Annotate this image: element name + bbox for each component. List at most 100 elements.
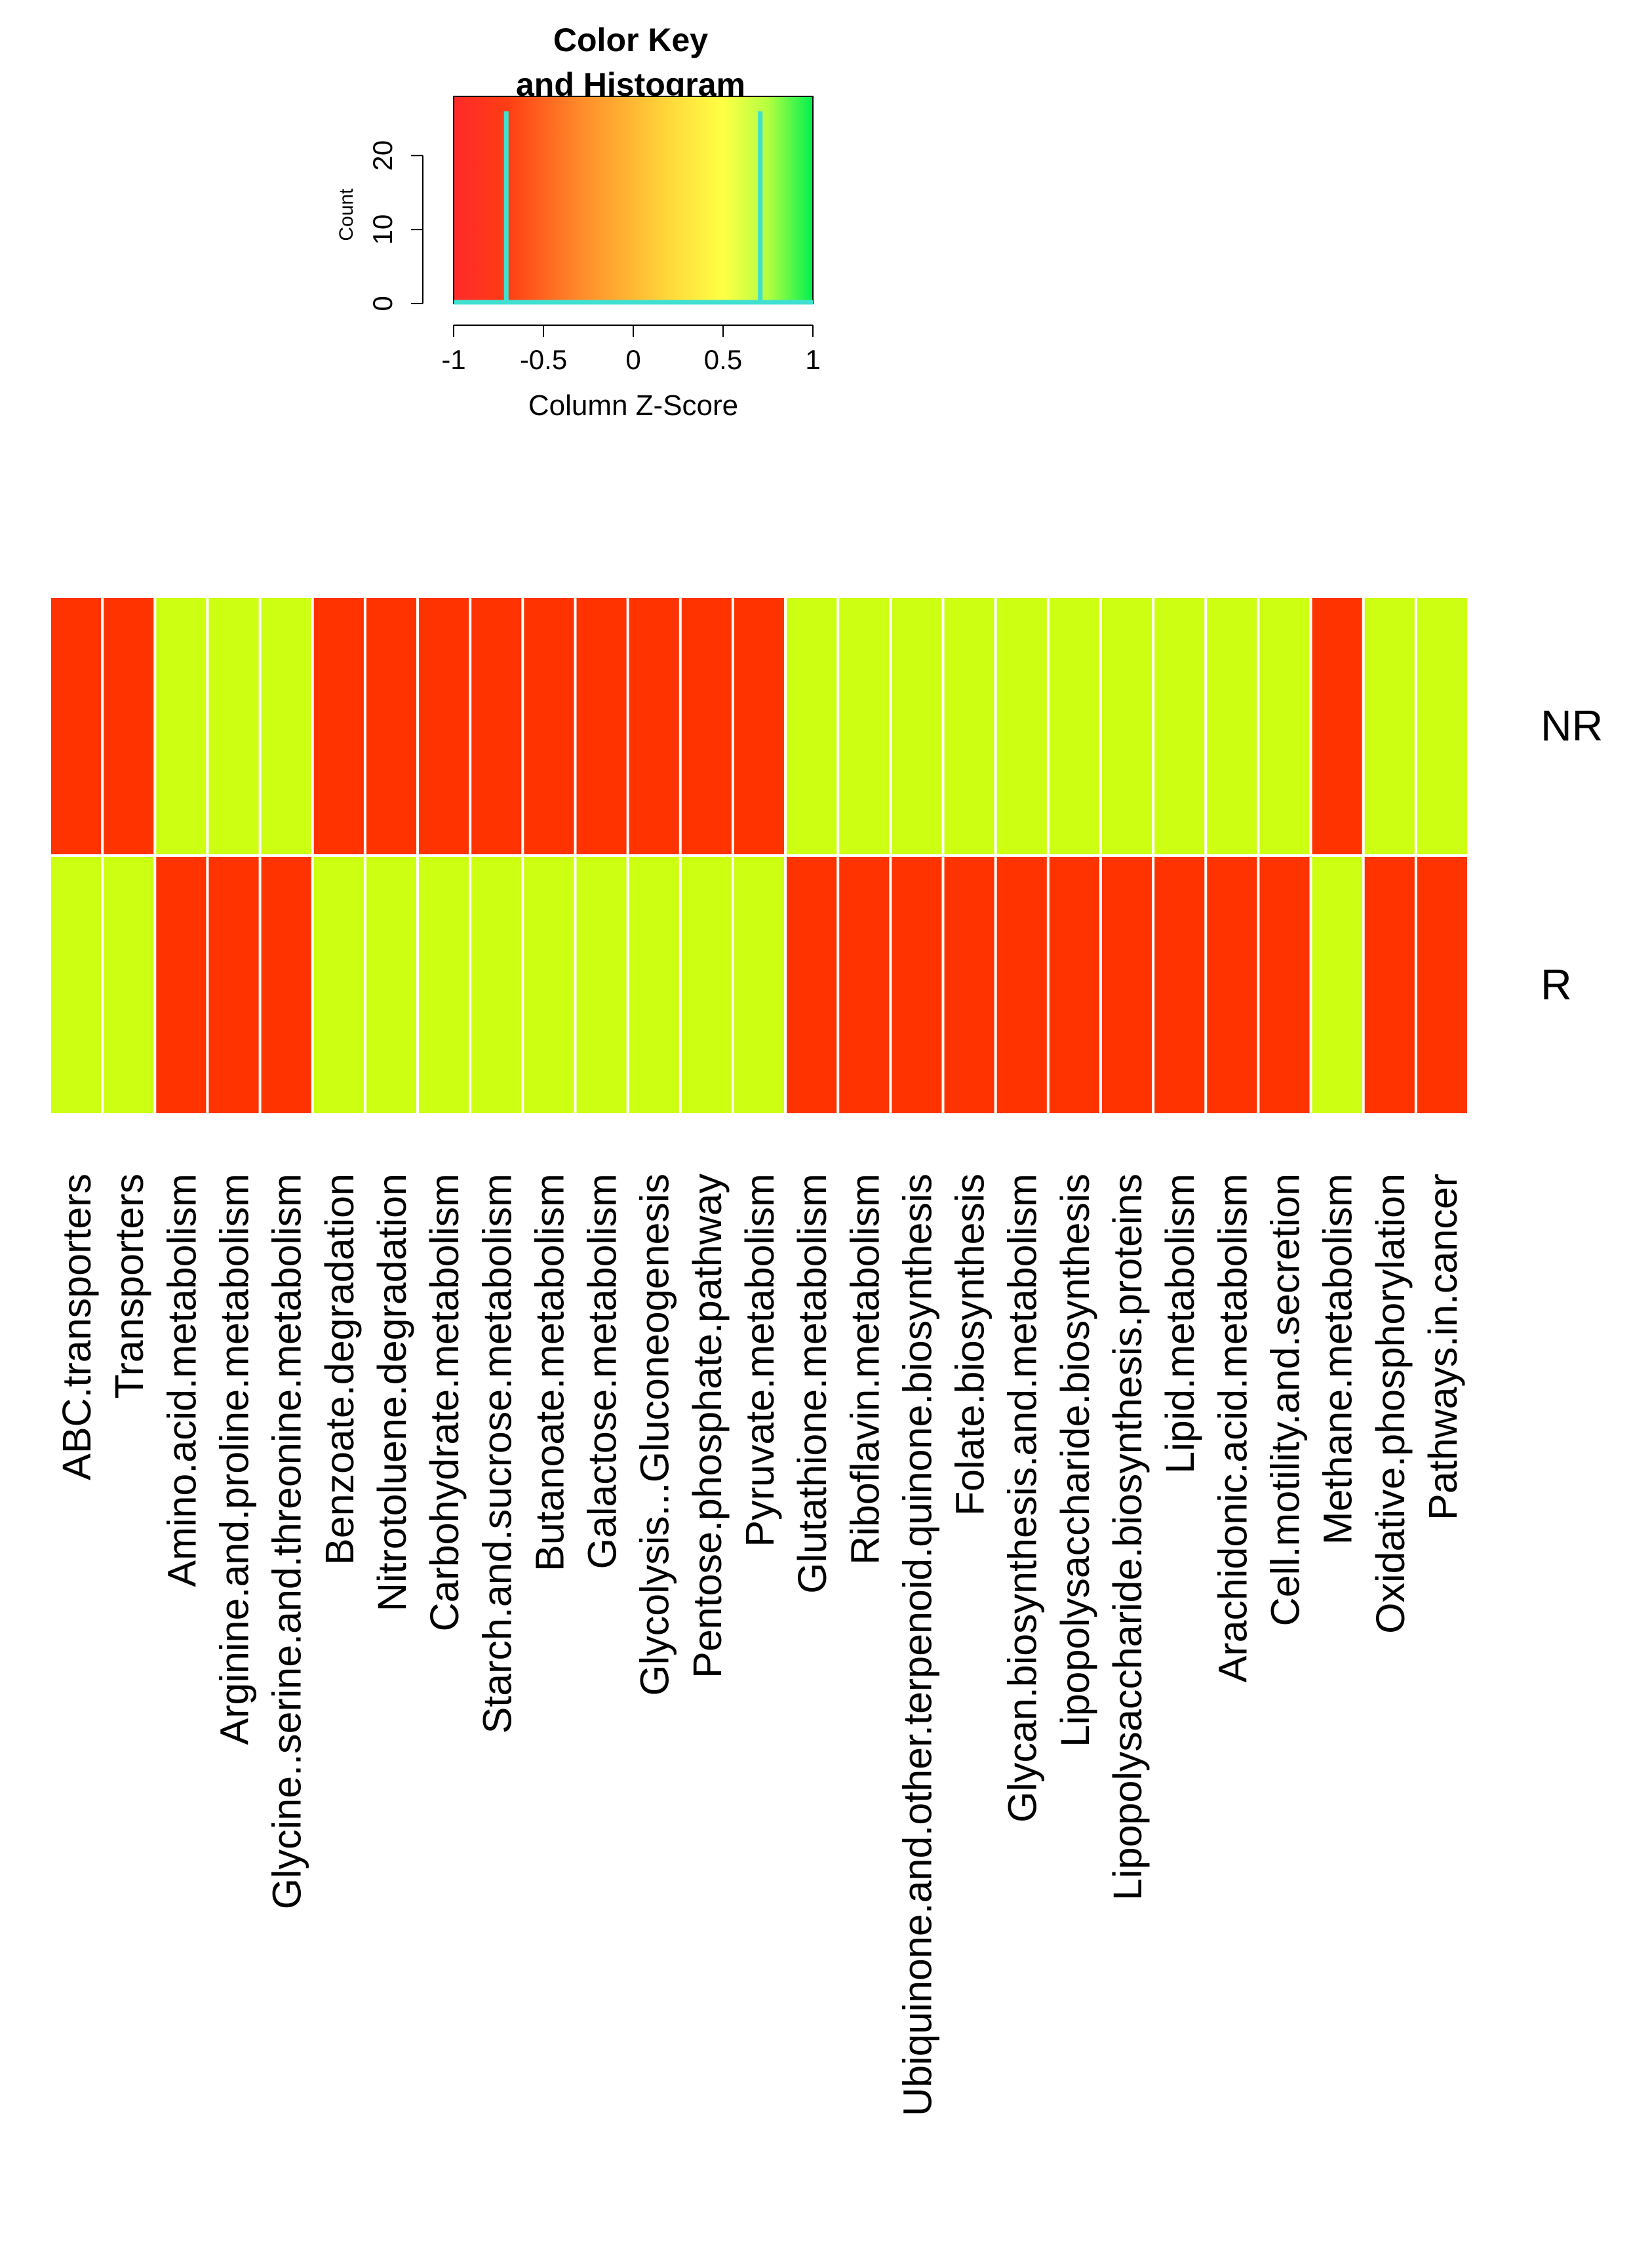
column-label: Transporters xyxy=(107,1174,151,1399)
color-key-y-axis: 0 10 20 xyxy=(367,140,423,311)
heatmap-cell xyxy=(1049,598,1099,854)
heatmap-cell xyxy=(1417,857,1467,1113)
heatmap-cell xyxy=(629,857,679,1113)
y-tick-label: 20 xyxy=(367,140,398,171)
row-label: NR xyxy=(1541,702,1603,750)
heatmap-cell xyxy=(629,598,679,854)
heatmap-cell xyxy=(787,857,837,1113)
heatmap-cell xyxy=(576,857,627,1113)
heatmap: NR R ABC.transporters Transporters Amino.ac… xyxy=(50,597,1603,2116)
x-tick-label: -0.5 xyxy=(520,344,567,375)
heatmap-cell xyxy=(156,857,206,1113)
heatmap-cell xyxy=(1259,598,1310,854)
column-label: Nitrotoluene.degradation xyxy=(370,1174,414,1611)
heatmap-cell xyxy=(104,857,154,1113)
heatmap-cell xyxy=(996,857,1047,1113)
y-tick-label: 10 xyxy=(367,214,398,245)
heatmap-cell xyxy=(366,598,417,854)
column-label: Carbohydrate.metabolism xyxy=(422,1174,467,1631)
heatmap-cell xyxy=(313,857,364,1113)
column-label: Amino.acid.metabolism xyxy=(159,1174,204,1587)
column-label: Arachidonic.acid.metabolism xyxy=(1210,1174,1255,1682)
heatmap-cell xyxy=(1312,857,1362,1113)
heatmap-cell xyxy=(734,598,785,854)
column-label: Galactose.metabolism xyxy=(580,1174,625,1569)
heatmap-cell xyxy=(839,598,890,854)
column-label: Cell.motility.and.secretion xyxy=(1263,1174,1307,1626)
color-key-gradient-bar xyxy=(453,96,814,304)
heatmap-cell xyxy=(1049,857,1099,1113)
heatmap-cell xyxy=(996,598,1047,854)
heatmap-cell xyxy=(524,598,574,854)
color-key: Color Key and Histogram 0 10 20 -1 -0.5 0 0.5 1… xyxy=(336,22,821,422)
column-label: Glycan.biosynthesis.and.metabolism xyxy=(1000,1174,1045,1823)
heatmap-cell xyxy=(419,598,469,854)
column-label: Ubiquinone.and.other.terpenoid.quinone.b… xyxy=(895,1174,939,2116)
heatmap-cell xyxy=(1417,598,1467,854)
histogram-line xyxy=(454,111,813,305)
color-key-x-label: Column Z-Score xyxy=(528,389,738,422)
color-key-y-label: Count xyxy=(336,188,357,241)
heatmap-cell xyxy=(1101,598,1152,854)
column-label: Folate.biosynthesis xyxy=(948,1174,993,1516)
heatmap-cell xyxy=(313,598,364,854)
heatmap-row-labels: NR R xyxy=(1541,702,1603,1009)
heatmap-cell xyxy=(208,598,259,854)
column-label: ABC.transporters xyxy=(54,1174,99,1480)
heatmap-cell xyxy=(471,598,522,854)
heatmap-cell xyxy=(51,857,102,1113)
heatmap-cell xyxy=(1312,598,1362,854)
column-label: Benzoate.degradation xyxy=(317,1174,362,1565)
column-label: Arginine.and.proline.metabolism xyxy=(212,1174,257,1745)
column-label: Butanoate.metabolism xyxy=(527,1174,572,1572)
heatmap-column-labels: ABC.transporters Transporters Amino.acid.m… xyxy=(54,1174,1465,2116)
heatmap-cell xyxy=(156,598,206,854)
heatmap-cell xyxy=(576,598,627,854)
x-tick-label: -1 xyxy=(441,344,465,375)
column-label: Lipopolysaccharide.biosynthesis xyxy=(1053,1174,1097,1747)
heatmap-cell xyxy=(944,598,994,854)
heatmap-cell xyxy=(208,857,259,1113)
y-tick-label: 0 xyxy=(367,296,398,311)
heatmap-cell xyxy=(261,857,311,1113)
heatmap-cell xyxy=(734,857,785,1113)
heatmap-cell xyxy=(787,598,837,854)
color-key-x-axis: -1 -0.5 0 0.5 1 xyxy=(441,325,821,375)
heatmap-cell xyxy=(471,857,522,1113)
column-label: Glycolysis...Gluconeogenesis xyxy=(633,1174,677,1696)
heatmap-cell xyxy=(1101,857,1152,1113)
heatmap-cell xyxy=(1154,598,1205,854)
x-tick-label: 1 xyxy=(805,344,820,375)
heatmap-cell xyxy=(104,598,154,854)
column-label: Pathways.in.cancer xyxy=(1421,1174,1465,1520)
heatmap-cell xyxy=(839,857,890,1113)
column-label: Lipopolysaccharide.biosynthesis.proteins xyxy=(1105,1174,1150,1901)
heatmap-cell xyxy=(261,598,311,854)
heatmap-cells xyxy=(50,597,1468,1115)
heatmap-cell xyxy=(944,857,994,1113)
x-tick-label: 0.5 xyxy=(704,344,742,375)
heatmap-cell xyxy=(681,598,732,854)
column-label: Glycine..serine.and.threonine.metabolism xyxy=(265,1174,309,1909)
color-key-title-line: Color Key xyxy=(553,22,708,58)
heatmap-cell xyxy=(681,857,732,1113)
column-label: Lipid.metabolism xyxy=(1158,1174,1202,1474)
column-label: Starch.and.sucrose.metabolism xyxy=(475,1174,519,1733)
column-label: Glutathione.metabolism xyxy=(790,1174,835,1594)
color-key-title: Color Key and Histogram xyxy=(516,22,745,103)
x-tick-label: 0 xyxy=(625,344,640,375)
column-label: Pentose.phosphate.pathway xyxy=(685,1174,730,1678)
heatmap-cell xyxy=(1207,598,1257,854)
heatmap-cell xyxy=(524,857,574,1113)
heatmap-cell xyxy=(51,598,102,854)
heatmap-cell xyxy=(892,857,942,1113)
heatmap-cell xyxy=(1259,857,1310,1113)
column-label: Oxidative.phosphorylation xyxy=(1368,1174,1413,1634)
heatmap-cell xyxy=(1364,857,1415,1113)
heatmap-cell xyxy=(1364,598,1415,854)
heatmap-cell xyxy=(366,857,417,1113)
heatmap-cell xyxy=(419,857,469,1113)
heatmap-cell xyxy=(892,598,942,854)
row-label: R xyxy=(1541,960,1572,1009)
